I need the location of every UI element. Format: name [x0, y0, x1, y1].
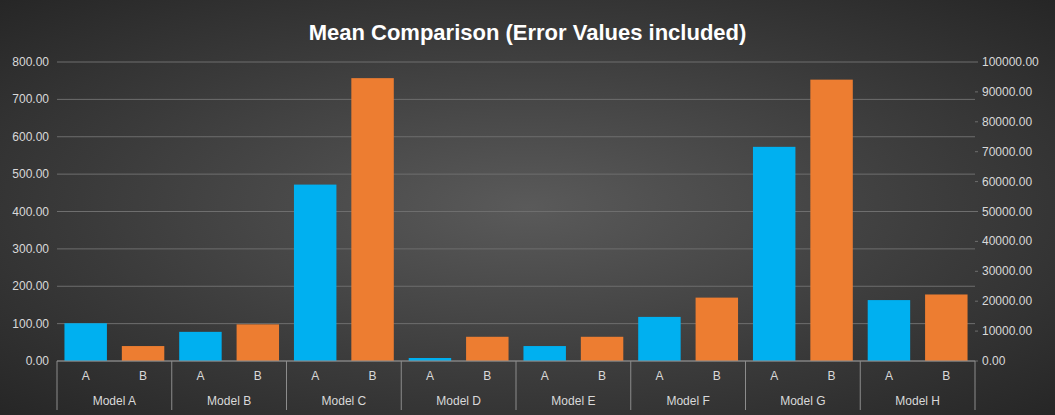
- y2-tick: [975, 331, 978, 332]
- bar: [351, 78, 393, 361]
- group-separator: [745, 361, 746, 410]
- category-label: A: [541, 369, 549, 383]
- group-separator: [516, 361, 517, 410]
- group-separator: [860, 361, 861, 410]
- bar: [868, 300, 910, 361]
- y2-tick-label: 90000.00: [982, 85, 1032, 99]
- group-separator: [630, 361, 631, 410]
- category-label: B: [483, 369, 491, 383]
- bar: [466, 337, 508, 361]
- y-tick-label: 800.00: [12, 55, 49, 69]
- bar: [237, 324, 279, 361]
- category-label: A: [885, 369, 893, 383]
- bar: [638, 317, 680, 361]
- group-label: Model C: [322, 394, 367, 408]
- bar: [696, 298, 738, 361]
- bars: [64, 78, 967, 361]
- y-tick-label: 400.00: [12, 205, 49, 219]
- y2-tick: [975, 91, 978, 92]
- category-label: A: [82, 369, 90, 383]
- y-tick-label: 100.00: [12, 317, 49, 331]
- bar: [925, 294, 967, 361]
- category-label: B: [254, 369, 262, 383]
- y2-tick-label: 0.00: [982, 354, 1006, 368]
- y2-tick-label: 50000.00: [982, 205, 1032, 219]
- bar: [179, 332, 221, 361]
- category-label: B: [942, 369, 950, 383]
- y2-tick-label: 40000.00: [982, 234, 1032, 248]
- category-label: B: [369, 369, 377, 383]
- group-separator: [286, 361, 287, 410]
- y2-tick-label: 60000.00: [982, 175, 1032, 189]
- y2-tick-label: 100000.00: [982, 55, 1039, 69]
- y2-tick-label: 70000.00: [982, 145, 1032, 159]
- category-label: B: [828, 369, 836, 383]
- category-label: A: [655, 369, 663, 383]
- category-label: B: [713, 369, 721, 383]
- group-separator: [401, 361, 402, 410]
- title: Mean Comparison (Error Values included): [309, 20, 747, 45]
- bar: [122, 346, 164, 361]
- bar: [294, 185, 336, 361]
- group-label: Model G: [780, 394, 825, 408]
- y-tick-label: 200.00: [12, 279, 49, 293]
- y2-tick: [975, 151, 978, 152]
- grid-line: [57, 62, 975, 63]
- y2-tick-label: 80000.00: [982, 115, 1032, 129]
- group-label: Model F: [666, 394, 709, 408]
- group-separator: [171, 361, 172, 410]
- category-label: A: [196, 369, 204, 383]
- y-tick-label: 600.00: [12, 130, 49, 144]
- group-label: Model H: [895, 394, 940, 408]
- bar: [753, 147, 795, 361]
- group-separator: [975, 361, 976, 410]
- category-label: B: [598, 369, 606, 383]
- bar: [523, 346, 565, 361]
- y-tick-label: 0.00: [26, 354, 50, 368]
- group-label: Model E: [551, 394, 595, 408]
- y-tick-label: 700.00: [12, 92, 49, 106]
- group-label: Model A: [93, 394, 136, 408]
- y-tick-label: 300.00: [12, 242, 49, 256]
- y2-tick: [975, 121, 978, 122]
- bar: [581, 337, 623, 361]
- y2-tick-label: 20000.00: [982, 294, 1032, 308]
- chart: Mean Comparison (Error Values included) 0…: [0, 0, 1055, 415]
- group-separator: [57, 361, 58, 410]
- y2-tick-label: 30000.00: [982, 264, 1032, 278]
- y2-tick: [975, 241, 978, 242]
- category-label: A: [426, 369, 434, 383]
- y2-tick: [975, 271, 978, 272]
- group-label: Model D: [436, 394, 481, 408]
- y2-tick: [975, 211, 978, 212]
- category-label: A: [770, 369, 778, 383]
- y2-tick: [975, 301, 978, 302]
- category-label: A: [311, 369, 319, 383]
- group-label: Model B: [207, 394, 251, 408]
- bar: [810, 80, 852, 361]
- bar: [64, 323, 106, 361]
- y2-tick: [975, 181, 978, 182]
- y2-tick-label: 10000.00: [982, 324, 1032, 338]
- category-label: B: [139, 369, 147, 383]
- y2-tick: [975, 62, 978, 63]
- y-tick-label: 500.00: [12, 167, 49, 181]
